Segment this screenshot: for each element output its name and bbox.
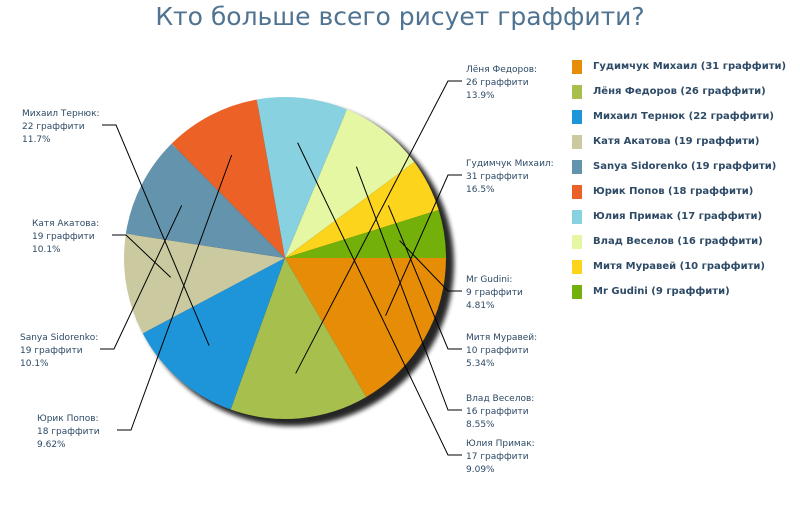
legend-label: Юрик Попов (18 граффити) [593,186,754,197]
legend-swatch [572,109,582,124]
callout-value-slice-2: 26 граффити [466,78,529,88]
chart-title: Кто больше всего рисует граффити? [155,2,645,31]
callout-name-slice-1: Гудимчук Михаил: [466,159,554,169]
pie-slice-slice-2 [230,258,367,419]
callout-value-mr-gudini: 9 граффити [466,288,523,298]
callout-percent-slice-1: 16.5% [466,185,495,195]
pie-slice-slice-7 [256,97,347,259]
callout-name-sanya-sidorenko: Sanya Sidorenko: [20,333,98,343]
pie-slice-slice-6 [171,99,285,258]
legend-label: Лёня Федоров (26 граффити) [593,86,766,97]
legend-label: Катя Акатова (19 граффити) [593,136,760,147]
legend-label: Влад Веселов (16 граффити) [593,236,763,247]
legend-label: Митя Муравей (10 граффити) [593,261,765,272]
legend-swatch [572,84,582,99]
pie-slice-mr-gudini [285,210,446,258]
callout-line-slice-7 [297,142,462,456]
callout-percent-slice-6: 9.62% [37,440,66,450]
callout-line-slice-1 [385,174,462,316]
callout-percent-slice-9: 5.34% [466,359,495,369]
callout-name-slice-4: Катя Акатова: [32,219,99,229]
callout-line-slice-6 [117,154,233,431]
legend-swatch [572,59,582,74]
legend-item-slice-1: Гудимчук Михаил (31 граффити) [572,54,786,79]
legend-label: Mr Gudini (9 граффити) [593,286,730,297]
callout-line-slice-4 [112,234,172,278]
legend-item-slice-4: Катя Акатова (19 граффити) [572,129,786,154]
legend-label: Юлия Примак (17 граффити) [593,211,763,222]
pie-slice-slice-9 [285,162,439,258]
pie-slice-slice-4 [124,233,285,334]
callout-name-slice-8: Влад Веселов: [466,394,534,404]
callout-name-slice-7: Юлия Примак: [466,439,535,449]
callout-name-slice-2: Лёня Федоров: [466,65,537,75]
legend-item-slice-7: Юлия Примак (17 граффити) [572,204,786,229]
callout-line-slice-2 [295,80,462,374]
legend: Гудимчук Михаил (31 граффити) Лёня Федоро… [572,54,786,304]
callout-line-slice-8 [355,166,462,411]
callout-value-slice-1: 31 граффити [466,172,529,182]
callout-value-slice-6: 18 граффити [37,427,100,437]
callout-line-sanya-sidorenko [100,205,183,350]
legend-swatch [572,209,582,224]
callout-percent-sanya-sidorenko: 10.1% [20,359,49,369]
legend-swatch [572,234,582,249]
legend-label: Гудимчук Михаил (31 граффити) [593,61,787,72]
pie-slice-sanya-sidorenko [125,143,285,258]
callout-name-slice-9: Митя Муравей: [466,333,537,343]
callout-name-slice-3: Михаил Тернюк: [22,109,100,119]
callout-value-sanya-sidorenko: 19 граффити [20,346,83,356]
pie-slice-slice-3 [142,258,285,410]
pie-slice-slice-8 [285,109,415,259]
legend-item-slice-3: Михаил Тернюк (22 граффити) [572,104,786,129]
legend-swatch [572,134,582,149]
callout-value-slice-3: 22 граффити [22,122,85,132]
callout-percent-slice-7: 9.09% [466,465,495,475]
callout-percent-slice-3: 11.7% [22,135,51,145]
callout-line-mr-gudini [399,240,462,292]
pie-slice-slice-1 [285,258,446,397]
legend-label: Sanya Sidorenko (19 граффити) [593,161,777,172]
callout-value-slice-9: 10 граффити [466,346,529,356]
legend-item-sanya-sidorenko: Sanya Sidorenko (19 граффити) [572,154,786,179]
legend-item-slice-9: Митя Муравей (10 граффити) [572,254,786,279]
callout-name-slice-6: Юрик Попов: [37,414,99,424]
callout-value-slice-8: 16 граффити [466,407,529,417]
legend-item-mr-gudini: Mr Gudini (9 граффити) [572,279,786,304]
callout-line-slice-3 [102,124,210,346]
callout-percent-slice-8: 8.55% [466,420,495,430]
legend-swatch [572,159,582,174]
callout-percent-slice-4: 10.1% [32,245,61,255]
legend-item-slice-8: Влад Веселов (16 граффити) [572,229,786,254]
callout-line-slice-9 [387,205,462,350]
callout-name-mr-gudini: Mr Gudini: [466,275,512,285]
legend-swatch [572,184,582,199]
legend-item-slice-6: Юрик Попов (18 граффити) [572,179,786,204]
callout-percent-slice-2: 13.9% [466,91,495,101]
callout-value-slice-4: 19 граффити [32,232,95,242]
legend-label: Михаил Тернюк (22 граффити) [593,111,774,122]
legend-item-slice-2: Лёня Федоров (26 граффити) [572,79,786,104]
legend-swatch [572,284,582,299]
callout-percent-mr-gudini: 4.81% [466,301,495,311]
legend-swatch [572,259,582,274]
callout-value-slice-7: 17 граффити [466,452,529,462]
